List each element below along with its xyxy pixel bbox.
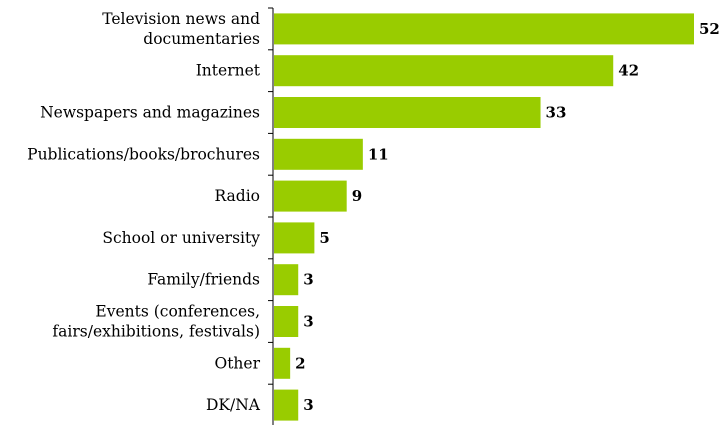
- bar: [274, 222, 315, 254]
- category-label: DK/NA: [206, 396, 261, 414]
- category-label: Television news and documentaries: [102, 10, 260, 48]
- bar: [274, 13, 694, 45]
- value-label: 11: [368, 145, 389, 163]
- value-label: 5: [319, 229, 329, 247]
- category-label: Other: [214, 354, 260, 372]
- value-label: 33: [546, 104, 567, 122]
- bar: [274, 347, 291, 379]
- value-label: 9: [352, 187, 362, 205]
- bar: [274, 180, 347, 212]
- value-label: 42: [618, 62, 639, 80]
- category-label: Newspapers and magazines: [40, 104, 260, 122]
- category-label: Events (conferences, fairs/exhibitions, f…: [52, 303, 260, 341]
- value-label: 3: [303, 271, 313, 289]
- bar: [274, 389, 299, 421]
- bar: [274, 264, 299, 296]
- category-label: Internet: [196, 62, 261, 80]
- bar: [274, 138, 363, 170]
- category-label: Publications/books/brochures: [27, 145, 260, 163]
- value-label: 3: [303, 313, 313, 331]
- value-label: 52: [699, 20, 720, 38]
- category-label: School or university: [102, 229, 260, 247]
- bar: [274, 306, 299, 337]
- category-label: Family/friends: [147, 271, 260, 289]
- value-label: 2: [295, 354, 305, 372]
- category-label: Radio: [215, 187, 260, 205]
- bar: [274, 55, 614, 87]
- bar: [274, 97, 541, 128]
- value-label: 3: [303, 396, 313, 414]
